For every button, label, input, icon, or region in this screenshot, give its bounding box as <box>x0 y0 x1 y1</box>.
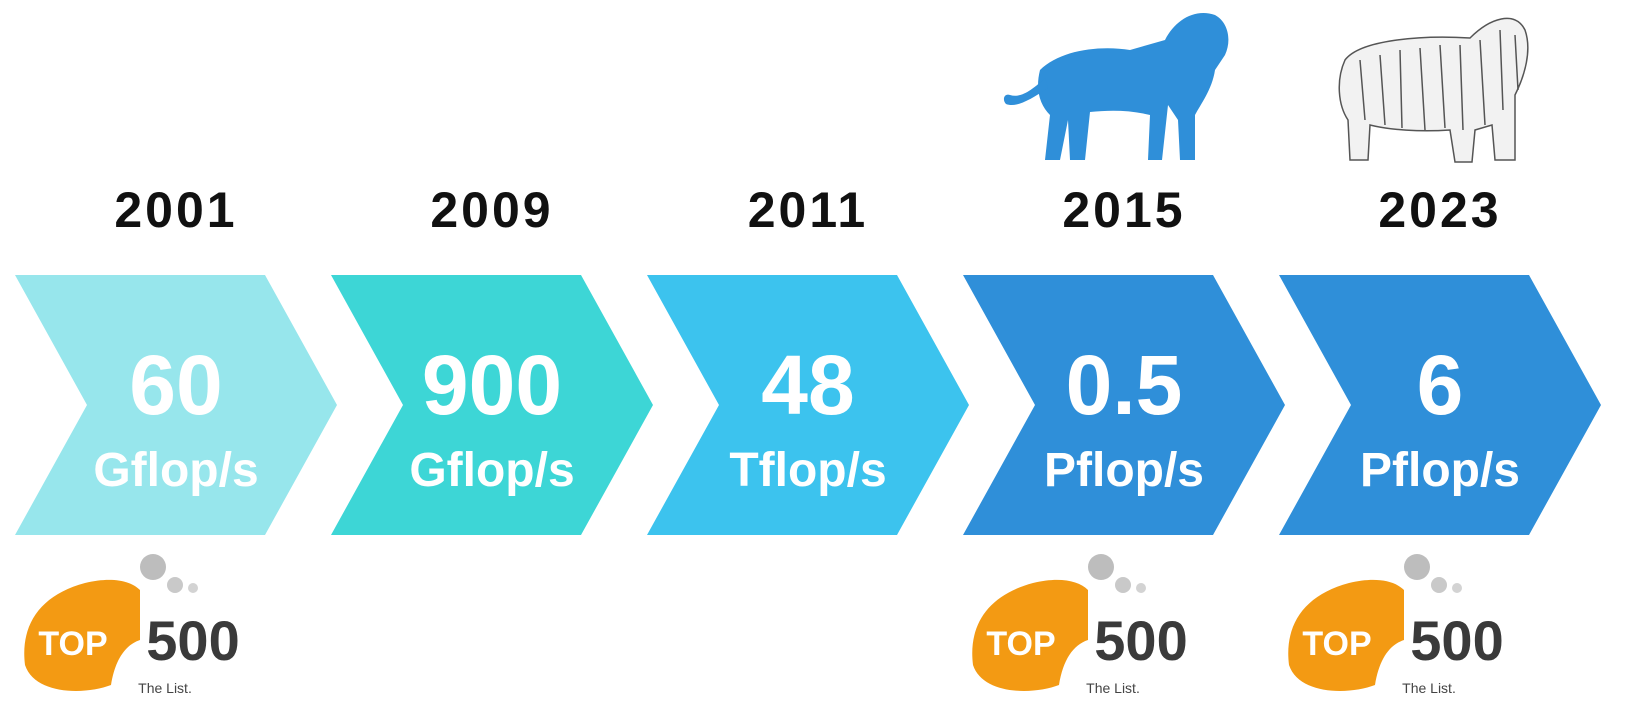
year-label: 2009 <box>430 182 553 238</box>
top500-logo: TOP 500 The List. <box>24 554 240 696</box>
year-label: 2015 <box>1062 182 1185 238</box>
logo-swoosh <box>24 579 140 691</box>
performance-unit: Pflop/s <box>1360 444 1520 497</box>
top500-logo: TOP 500 The List. <box>972 554 1188 696</box>
logo-dot <box>188 583 198 593</box>
chevron <box>963 275 1285 535</box>
chevron <box>647 275 969 535</box>
logo-number: 500 <box>1094 609 1187 672</box>
performance-value: 48 <box>761 338 854 432</box>
performance-value: 6 <box>1417 338 1464 432</box>
chevron <box>15 275 337 535</box>
timeline-step: 2001 60 Gflop/s <box>15 182 337 535</box>
logo-number: 500 <box>1410 609 1503 672</box>
logo-dot <box>1136 583 1146 593</box>
logo-swoosh <box>1288 579 1404 691</box>
chevron <box>331 275 653 535</box>
performance-value: 0.5 <box>1066 338 1183 432</box>
dog-illustration <box>1338 17 1529 163</box>
logo-tagline: The List. <box>138 680 192 696</box>
performance-value: 900 <box>422 338 562 432</box>
logo-tagline: The List. <box>1086 680 1140 696</box>
chevron <box>1279 275 1601 535</box>
logo-dot <box>1431 577 1447 593</box>
timeline-step: 2009 900 Gflop/s <box>331 182 653 535</box>
year-label: 2001 <box>114 182 237 238</box>
performance-unit: Gflop/s <box>409 444 574 497</box>
performance-value: 60 <box>129 338 222 432</box>
logo-dot <box>1404 554 1430 580</box>
logo-dot <box>1452 583 1462 593</box>
timeline-step: 2023 6 Pflop/s <box>1279 182 1601 535</box>
logo-dot <box>140 554 166 580</box>
logo-number: 500 <box>146 609 239 672</box>
lion-illustration <box>1003 12 1229 160</box>
logo-top: TOP <box>38 625 107 663</box>
performance-unit: Pflop/s <box>1044 444 1204 497</box>
year-label: 2023 <box>1378 182 1501 238</box>
performance-unit: Tflop/s <box>729 444 886 497</box>
logo-dot <box>167 577 183 593</box>
timeline-step: 2011 48 Tflop/s <box>647 182 969 535</box>
timeline-step: 2015 0.5 Pflop/s <box>963 182 1285 535</box>
logo-tagline: The List. <box>1402 680 1456 696</box>
top500-logo: TOP 500 The List. <box>1288 554 1504 696</box>
logo-dot <box>1115 577 1131 593</box>
logo-dot <box>1088 554 1114 580</box>
logo-top: TOP <box>986 625 1055 663</box>
logo-top: TOP <box>1302 625 1371 663</box>
performance-unit: Gflop/s <box>93 444 258 497</box>
year-label: 2011 <box>748 182 868 238</box>
logo-swoosh <box>972 579 1088 691</box>
